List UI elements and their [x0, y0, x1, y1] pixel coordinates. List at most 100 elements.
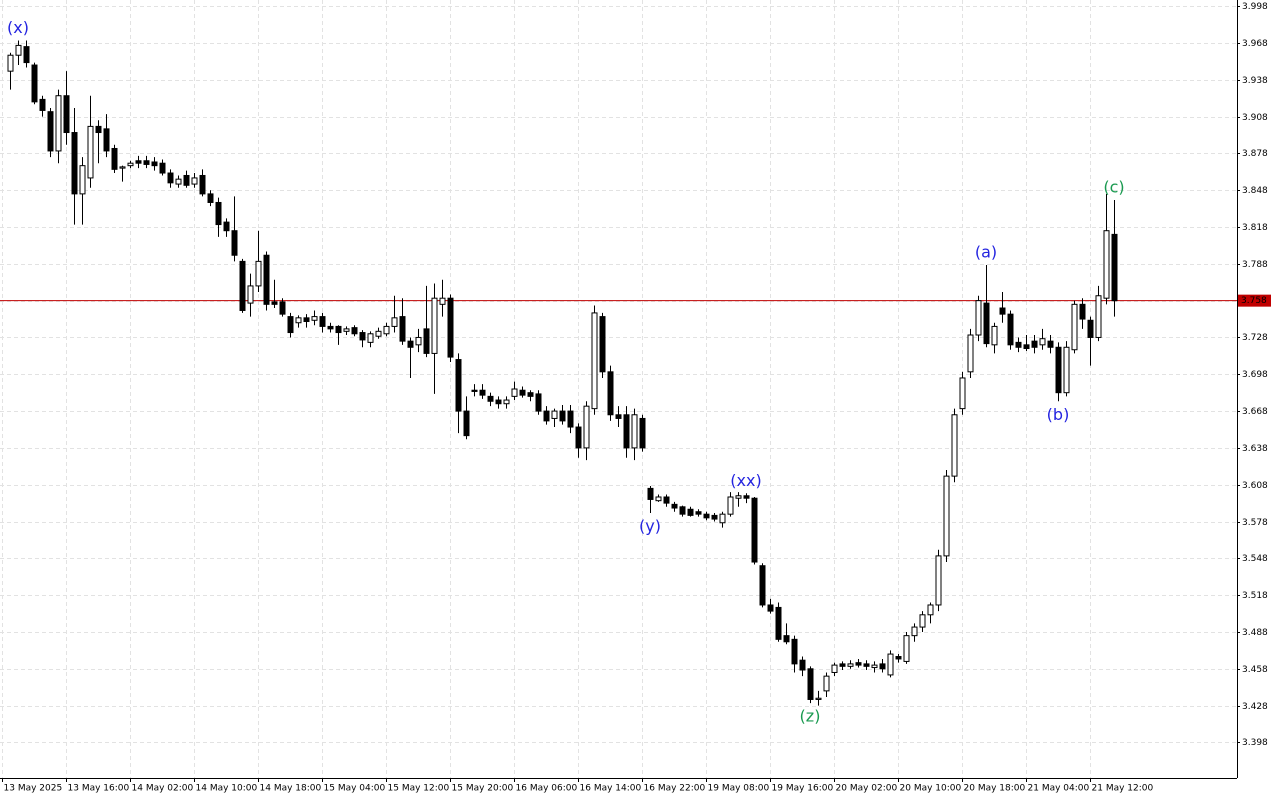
candle-body	[839, 663, 846, 667]
candle-body	[711, 514, 718, 520]
candle-body	[247, 285, 254, 304]
candle-body	[447, 297, 454, 358]
wave-label: (z)	[800, 707, 821, 726]
candle-body	[1023, 344, 1030, 350]
candle-body	[271, 301, 278, 305]
candle-body	[391, 317, 398, 327]
candle-body	[191, 177, 198, 185]
x-tick-label: 16 May 06:00	[516, 784, 578, 794]
candle-body	[351, 327, 358, 335]
candle-body	[991, 325, 998, 346]
x-tick-label: 15 May 20:00	[452, 784, 514, 794]
candle-body	[295, 317, 302, 324]
candle-body	[1079, 303, 1086, 320]
candle-body	[311, 316, 318, 321]
candle-body	[743, 495, 750, 499]
x-tick-label: 20 May 10:00	[900, 784, 962, 794]
candle-body	[1063, 346, 1070, 394]
candle-body	[415, 336, 422, 346]
candle-body	[279, 301, 286, 315]
candle-body	[751, 497, 758, 563]
candle-body	[679, 506, 686, 515]
y-tick-label: 3.458	[1242, 665, 1268, 675]
candle-body	[1031, 340, 1038, 348]
x-tick-label: 16 May 14:00	[580, 784, 642, 794]
candle-body	[927, 604, 934, 616]
candle-body	[983, 302, 990, 345]
candle-body	[895, 656, 902, 660]
wave-label: (xx)	[730, 471, 761, 490]
candle-body	[127, 162, 134, 167]
candle-body	[79, 165, 86, 195]
candle-body	[623, 414, 630, 449]
candle-body	[47, 111, 54, 152]
candle-body	[879, 663, 886, 670]
candle-body	[215, 201, 222, 226]
y-tick-label: 3.728	[1242, 333, 1268, 343]
candle-body	[183, 174, 190, 186]
candle-body	[7, 54, 14, 72]
x-tick-label: 14 May 18:00	[260, 784, 322, 794]
candle-body	[919, 614, 926, 628]
x-tick-label: 21 May 12:00	[1092, 784, 1154, 794]
candle-body	[471, 389, 478, 392]
y-tick-label: 3.848	[1242, 186, 1268, 196]
candle-body	[319, 316, 326, 327]
candle-body	[735, 495, 742, 499]
x-tick-label: 14 May 02:00	[132, 784, 194, 794]
candle-body	[671, 503, 678, 509]
candle-body	[1087, 319, 1094, 338]
candle-body	[1111, 233, 1118, 302]
candle-body	[887, 653, 894, 676]
candle-body	[1071, 303, 1078, 351]
candle-body	[135, 160, 142, 164]
y-tick-label: 3.518	[1242, 591, 1268, 601]
candle-body	[207, 193, 214, 203]
candle-body	[511, 388, 518, 397]
y-tick-label: 3.488	[1242, 628, 1268, 638]
candle-body	[1007, 313, 1014, 346]
candle-body	[303, 317, 310, 323]
candle-body	[759, 565, 766, 606]
y-tick-label: 3.938	[1242, 76, 1268, 86]
x-tick-label: 16 May 22:00	[644, 784, 706, 794]
candle-body	[807, 668, 814, 700]
candle-body	[951, 414, 958, 477]
candle-body	[527, 392, 534, 397]
x-tick-label: 13 May 16:00	[68, 784, 130, 794]
candle-body	[103, 128, 110, 152]
y-tick-label: 3.698	[1242, 370, 1268, 380]
candle-body	[871, 664, 878, 669]
candle-body	[975, 300, 982, 336]
candle-body	[95, 125, 102, 134]
candle-body	[599, 316, 606, 373]
candle-body	[503, 399, 510, 405]
candle-body	[367, 333, 374, 343]
candle-body	[71, 132, 78, 195]
candle-body	[423, 328, 430, 354]
x-tick-label: 19 May 08:00	[708, 784, 770, 794]
candle-body	[903, 635, 910, 662]
candle-body	[455, 359, 462, 412]
candle-body	[815, 697, 822, 700]
y-tick-label: 3.998	[1242, 2, 1268, 12]
candle-body	[823, 675, 830, 692]
candle-body	[847, 663, 854, 667]
candle-body	[559, 410, 566, 422]
candle-body	[575, 426, 582, 449]
y-tick-label: 3.878	[1242, 149, 1268, 159]
candle-body	[855, 662, 862, 666]
candle-body	[607, 371, 614, 416]
candle-body	[431, 297, 438, 354]
x-tick-label: 13 May 2025	[4, 784, 63, 794]
x-tick-label: 14 May 10:00	[196, 784, 258, 794]
candle-body	[479, 389, 486, 396]
x-tick-label: 20 May 02:00	[836, 784, 898, 794]
wave-label: (y)	[639, 516, 661, 535]
y-tick-label: 3.578	[1242, 518, 1268, 528]
candle-body	[119, 166, 126, 169]
candle-body	[647, 487, 654, 500]
candle-body	[39, 98, 46, 111]
